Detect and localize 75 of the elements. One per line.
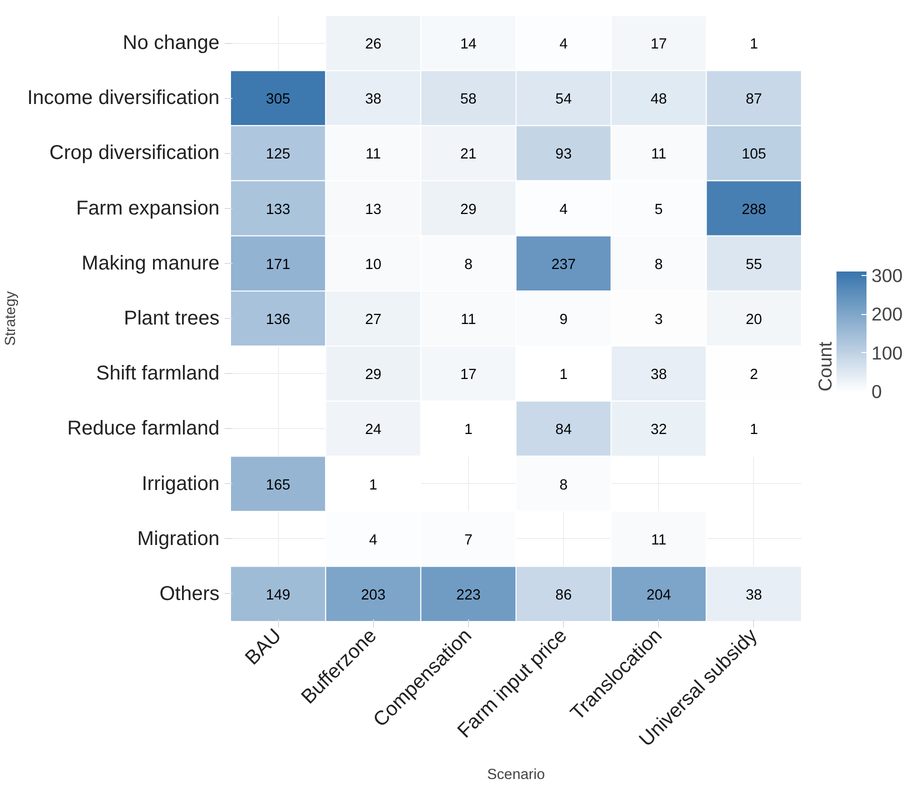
color-bar-title: Count (814, 340, 836, 392)
color-bar-label: 300 (872, 264, 903, 286)
data-label: 8 (560, 477, 568, 494)
data-label: 84 (555, 422, 572, 438)
data-label: 17 (460, 367, 477, 384)
data-label: 38 (746, 587, 762, 604)
data-label: 171 (266, 256, 290, 273)
y-tick-label: Shift farmland (96, 362, 220, 385)
data-label: 54 (555, 92, 572, 108)
data-label: 288 (742, 202, 766, 218)
data-label: 10 (365, 256, 382, 273)
data-label: 55 (746, 256, 762, 273)
y-tick-label: Crop diversification (49, 142, 220, 164)
data-label: 237 (551, 256, 576, 273)
data-label: 203 (361, 587, 386, 604)
y-tick-label: Others (159, 582, 220, 605)
y-tick-label: No change (122, 32, 220, 54)
data-label: 149 (266, 587, 290, 604)
data-label: 11 (651, 146, 666, 163)
data-label: 4 (560, 36, 568, 53)
data-label: 11 (651, 532, 666, 548)
data-label: 1 (750, 36, 758, 53)
data-label: 305 (266, 92, 290, 108)
color-bar-label: 200 (872, 304, 903, 325)
data-label: 4 (560, 202, 568, 218)
data-label: 5 (654, 202, 663, 218)
data-label: 1 (750, 422, 758, 438)
x-axis-title: Scenario (487, 766, 545, 783)
data-label: 223 (456, 587, 481, 604)
data-label: 1 (560, 367, 568, 384)
data-label: 2 (750, 367, 758, 384)
data-label: 38 (365, 92, 382, 108)
data-label: 9 (560, 312, 568, 328)
data-label: 58 (460, 92, 477, 108)
data-label: 21 (460, 146, 477, 163)
data-label: 8 (654, 256, 663, 273)
data-label: 27 (365, 312, 382, 328)
y-tick-label: Plant trees (124, 308, 220, 330)
color-bar-label: 0 (872, 381, 882, 402)
data-label: 133 (266, 202, 290, 218)
data-label: 165 (266, 477, 290, 494)
data-label: 86 (555, 587, 572, 604)
data-label: 24 (365, 422, 382, 438)
data-label: 11 (460, 312, 476, 328)
y-tick-label: Irrigation (142, 472, 220, 495)
data-label: 4 (369, 532, 378, 548)
data-label: 29 (460, 202, 477, 218)
data-label: 11 (366, 146, 381, 163)
data-label: 7 (464, 532, 472, 548)
data-label: 13 (365, 202, 382, 218)
y-axis-title: Strategy (3, 290, 20, 346)
data-label: 105 (742, 146, 766, 163)
data-label: 29 (365, 367, 382, 384)
data-label: 32 (650, 422, 667, 438)
data-label: 136 (266, 312, 290, 328)
data-label: 14 (460, 36, 477, 53)
data-label: 93 (555, 146, 572, 163)
data-label: 38 (650, 367, 667, 384)
data-label: 87 (746, 92, 762, 108)
y-tick-label: Migration (137, 528, 220, 550)
data-label: 125 (266, 146, 290, 163)
data-label: 17 (650, 36, 667, 53)
data-label: 204 (646, 587, 671, 604)
data-label: 1 (464, 422, 472, 438)
color-bar-label: 100 (872, 342, 903, 364)
data-label: 3 (654, 312, 663, 328)
data-label: 8 (464, 256, 472, 273)
data-label: 26 (365, 36, 382, 53)
y-tick-label: Income diversification (27, 87, 220, 110)
y-tick-label: Farm expansion (76, 197, 220, 220)
data-label: 1 (369, 477, 378, 494)
y-tick-label: Making manure (82, 252, 220, 274)
data-label: 48 (650, 92, 667, 108)
y-tick-label: Reduce farmland (67, 418, 220, 440)
data-label: 20 (746, 312, 762, 328)
